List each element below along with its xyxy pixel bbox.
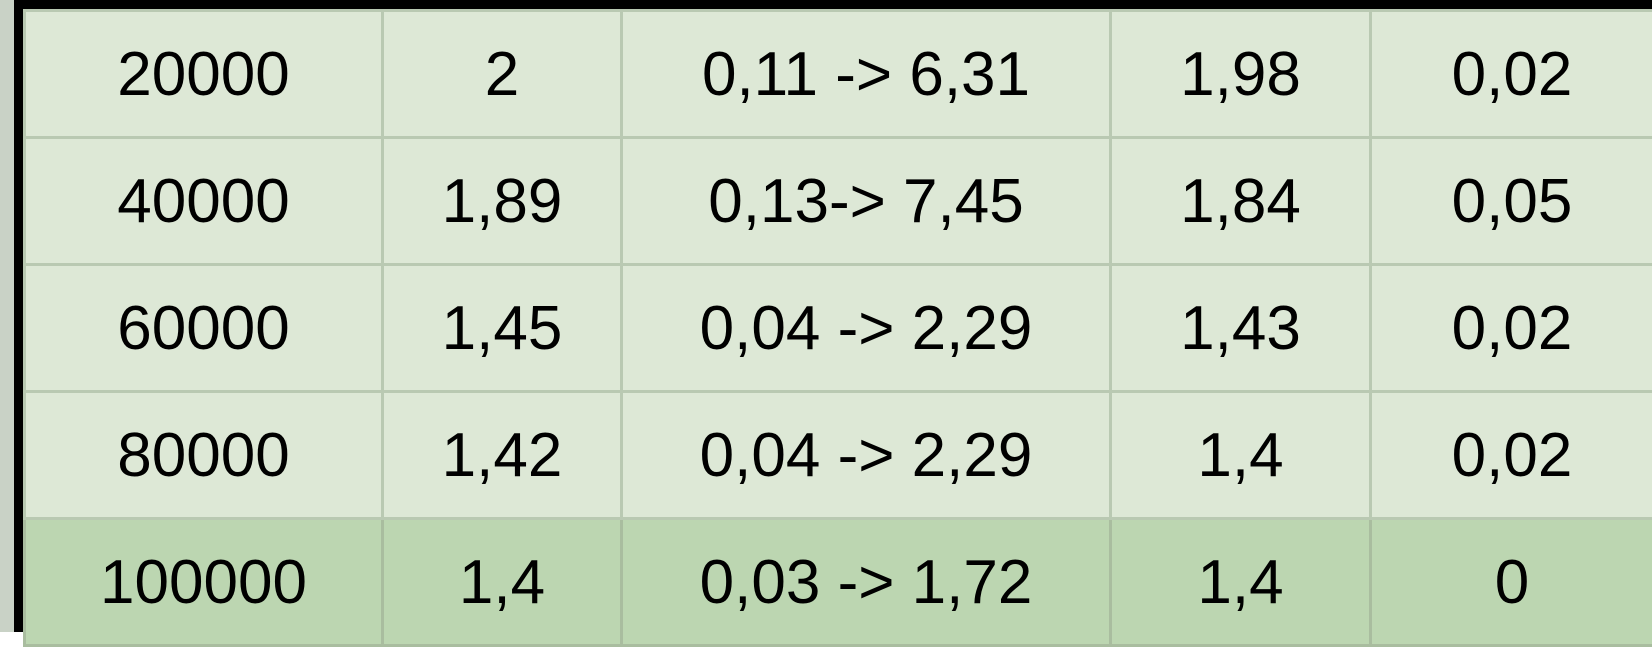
table-cell: 1,89	[383, 138, 622, 265]
table-cell: 1,45	[383, 265, 622, 392]
table-cell: 0,02	[1371, 392, 1652, 519]
table-cell: 60000	[25, 265, 383, 392]
table-cell: 0,04 -> 2,29	[622, 265, 1111, 392]
table-cell: 1,4	[1111, 392, 1371, 519]
table-row-highlighted: 100000 1,4 0,03 -> 1,72 1,4 0	[25, 519, 1652, 646]
table-cell: 0,13-> 7,45	[622, 138, 1111, 265]
document-page: 20000 2 0,11 -> 6,31 1,98 0,02 40000 1,8…	[0, 0, 1652, 632]
table-cell: 100000	[25, 519, 383, 646]
table-cell: 0,11 -> 6,31	[622, 11, 1111, 138]
table-cell: 0,03 -> 1,72	[622, 519, 1111, 646]
table-cell: 1,4	[1111, 519, 1371, 646]
table-cell: 0	[1371, 519, 1652, 646]
left-margin-strip	[0, 0, 14, 632]
table-cell: 0,04 -> 2,29	[622, 392, 1111, 519]
table-cell: 0,05	[1371, 138, 1652, 265]
table-cell: 1,84	[1111, 138, 1371, 265]
table-cell: 1,98	[1111, 11, 1371, 138]
table-cell: 80000	[25, 392, 383, 519]
table-cell: 2	[383, 11, 622, 138]
table-cell: 20000	[25, 11, 383, 138]
table-cell: 1,43	[1111, 265, 1371, 392]
table-cell: 1,4	[383, 519, 622, 646]
table-cell: 40000	[25, 138, 383, 265]
data-table-container: 20000 2 0,11 -> 6,31 1,98 0,02 40000 1,8…	[14, 0, 1652, 632]
table-row: 80000 1,42 0,04 -> 2,29 1,4 0,02	[25, 392, 1652, 519]
table-cell: 0,02	[1371, 11, 1652, 138]
table-row: 40000 1,89 0,13-> 7,45 1,84 0,05	[25, 138, 1652, 265]
data-table: 20000 2 0,11 -> 6,31 1,98 0,02 40000 1,8…	[23, 9, 1652, 647]
table-row: 60000 1,45 0,04 -> 2,29 1,43 0,02	[25, 265, 1652, 392]
table-cell: 0,02	[1371, 265, 1652, 392]
table-cell: 1,42	[383, 392, 622, 519]
table-row: 20000 2 0,11 -> 6,31 1,98 0,02	[25, 11, 1652, 138]
